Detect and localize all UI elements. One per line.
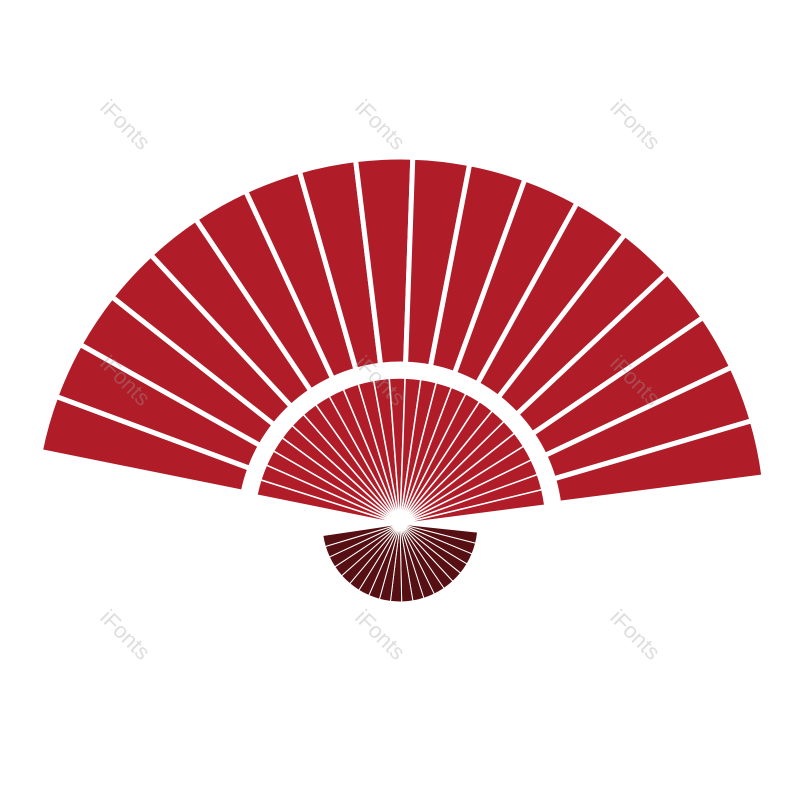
fan-panel: [551, 418, 767, 506]
inner-rib: [399, 488, 546, 525]
handle-rib: [322, 523, 401, 548]
